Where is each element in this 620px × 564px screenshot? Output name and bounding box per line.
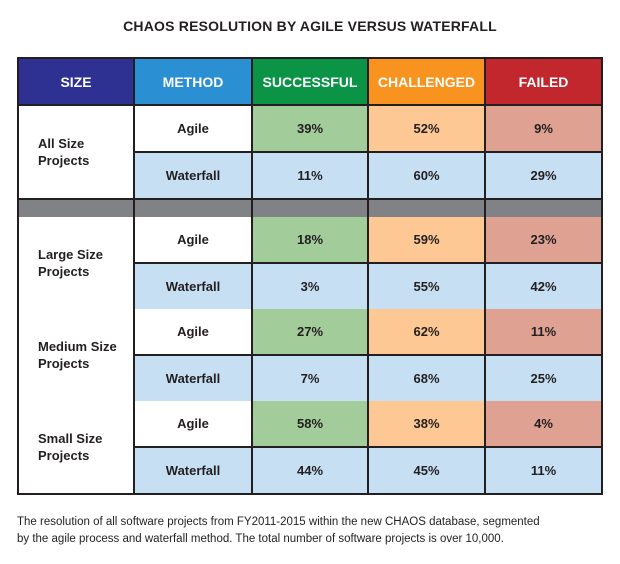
method-cell: Waterfall: [135, 448, 251, 493]
challenged-cell-text: 55%: [413, 279, 440, 294]
failed-cell: 4%: [486, 401, 601, 446]
method-cell-text: Agile: [177, 324, 209, 339]
header-successful: SUCCESSFUL: [253, 59, 367, 104]
failed-cell-text: 11%: [530, 463, 557, 478]
challenged-cell: 60%: [369, 153, 484, 198]
failed-cell-text: 25%: [530, 371, 557, 386]
challenged-cell-text: 62%: [413, 324, 440, 339]
method-cell-text: Waterfall: [165, 371, 221, 386]
challenged-cell: 55%: [369, 264, 484, 309]
successful-cell-text: 7%: [300, 371, 320, 386]
size-label-text: Medium Size Projects: [38, 339, 117, 371]
failed-cell: 42%: [486, 264, 601, 309]
separator-cell: [19, 200, 133, 218]
size-label: All Size Projects: [19, 106, 133, 198]
failed-cell-text: 11%: [530, 324, 557, 339]
successful-cell: 7%: [253, 356, 367, 401]
successful-cell: 44%: [253, 448, 367, 493]
method-cell: Agile: [135, 106, 251, 151]
header-challenged: CHALLENGED: [369, 59, 484, 104]
challenged-cell: 62%: [369, 309, 484, 354]
successful-cell: 18%: [253, 217, 367, 262]
size-label-text: Large Size Projects: [38, 247, 104, 279]
chaos-results-table: SIZE METHOD SUCCESSFUL CHALLENGED FAILED All …: [17, 57, 603, 495]
challenged-cell-text: 60%: [413, 168, 440, 183]
successful-cell: 11%: [253, 153, 367, 198]
failed-cell: 29%: [486, 153, 601, 198]
header-successful-text: SUCCESSFUL: [262, 73, 358, 90]
failed-cell: 23%: [486, 217, 601, 262]
chart-title: CHAOS RESOLUTION BY AGILE VERSUS WATERFA…: [123, 18, 497, 34]
successful-cell-text: 18%: [296, 232, 324, 247]
separator-cell: [369, 200, 484, 218]
challenged-cell: 38%: [369, 401, 484, 446]
successful-cell-text: 3%: [300, 279, 320, 294]
successful-cell-text: 39%: [296, 121, 324, 136]
method-cell-text: Waterfall: [165, 168, 221, 183]
header-method-text: METHOD: [162, 73, 224, 90]
size-label: Medium Size Projects: [19, 309, 133, 401]
challenged-cell-text: 59%: [413, 232, 440, 247]
method-cell-text: Agile: [177, 232, 209, 247]
successful-cell: 58%: [253, 401, 367, 446]
challenged-cell: 59%: [369, 217, 484, 262]
successful-cell: 27%: [253, 309, 367, 354]
successful-cell-text: 27%: [296, 324, 324, 339]
size-label-text: All Size Projects: [38, 136, 90, 168]
method-cell-text: Agile: [177, 416, 209, 431]
separator-cell: [253, 200, 367, 218]
method-cell: Waterfall: [135, 153, 251, 198]
challenged-cell: 68%: [369, 356, 484, 401]
method-cell: Agile: [135, 309, 251, 354]
method-cell: Agile: [135, 217, 251, 262]
method-cell-text: Waterfall: [165, 279, 221, 294]
size-label: Large Size Projects: [19, 217, 133, 309]
failed-cell-text: 29%: [530, 168, 557, 183]
header-size: SIZE: [19, 59, 133, 104]
header-challenged-text: CHALLENGED: [377, 73, 476, 90]
header-size-text: SIZE: [60, 73, 92, 90]
separator-cell: [135, 200, 251, 218]
failed-cell: 9%: [486, 106, 601, 151]
method-cell: Waterfall: [135, 264, 251, 309]
header-method: METHOD: [135, 59, 251, 104]
separator-cell: [486, 200, 601, 218]
successful-cell-text: 11%: [297, 168, 323, 183]
method-cell-text: Waterfall: [165, 463, 221, 478]
successful-cell: 3%: [253, 264, 367, 309]
failed-cell: 25%: [486, 356, 601, 401]
method-cell: Waterfall: [135, 356, 251, 401]
failed-cell-text: 23%: [530, 232, 557, 247]
method-cell-text: Agile: [177, 121, 209, 136]
challenged-cell: 52%: [369, 106, 484, 151]
failed-cell: 11%: [486, 309, 601, 354]
challenged-cell-text: 45%: [413, 463, 440, 478]
method-cell: Agile: [135, 401, 251, 446]
successful-cell-text: 58%: [296, 416, 324, 431]
header-failed-text: FAILED: [518, 73, 569, 90]
failed-cell-text: 9%: [534, 121, 553, 136]
header-failed: FAILED: [486, 59, 601, 104]
failed-cell-text: 4%: [534, 416, 553, 431]
challenged-cell-text: 68%: [413, 371, 440, 386]
challenged-cell: 45%: [369, 448, 484, 493]
successful-cell: 39%: [253, 106, 367, 151]
challenged-cell-text: 38%: [413, 416, 440, 431]
caption: The resolution of all software projects …: [17, 516, 540, 545]
successful-cell-text: 44%: [296, 463, 324, 478]
size-label: Small Size Projects: [19, 401, 133, 493]
failed-cell-text: 42%: [530, 279, 557, 294]
failed-cell: 11%: [486, 448, 601, 493]
size-label-text: Small Size Projects: [38, 431, 103, 463]
challenged-cell-text: 52%: [413, 121, 440, 136]
